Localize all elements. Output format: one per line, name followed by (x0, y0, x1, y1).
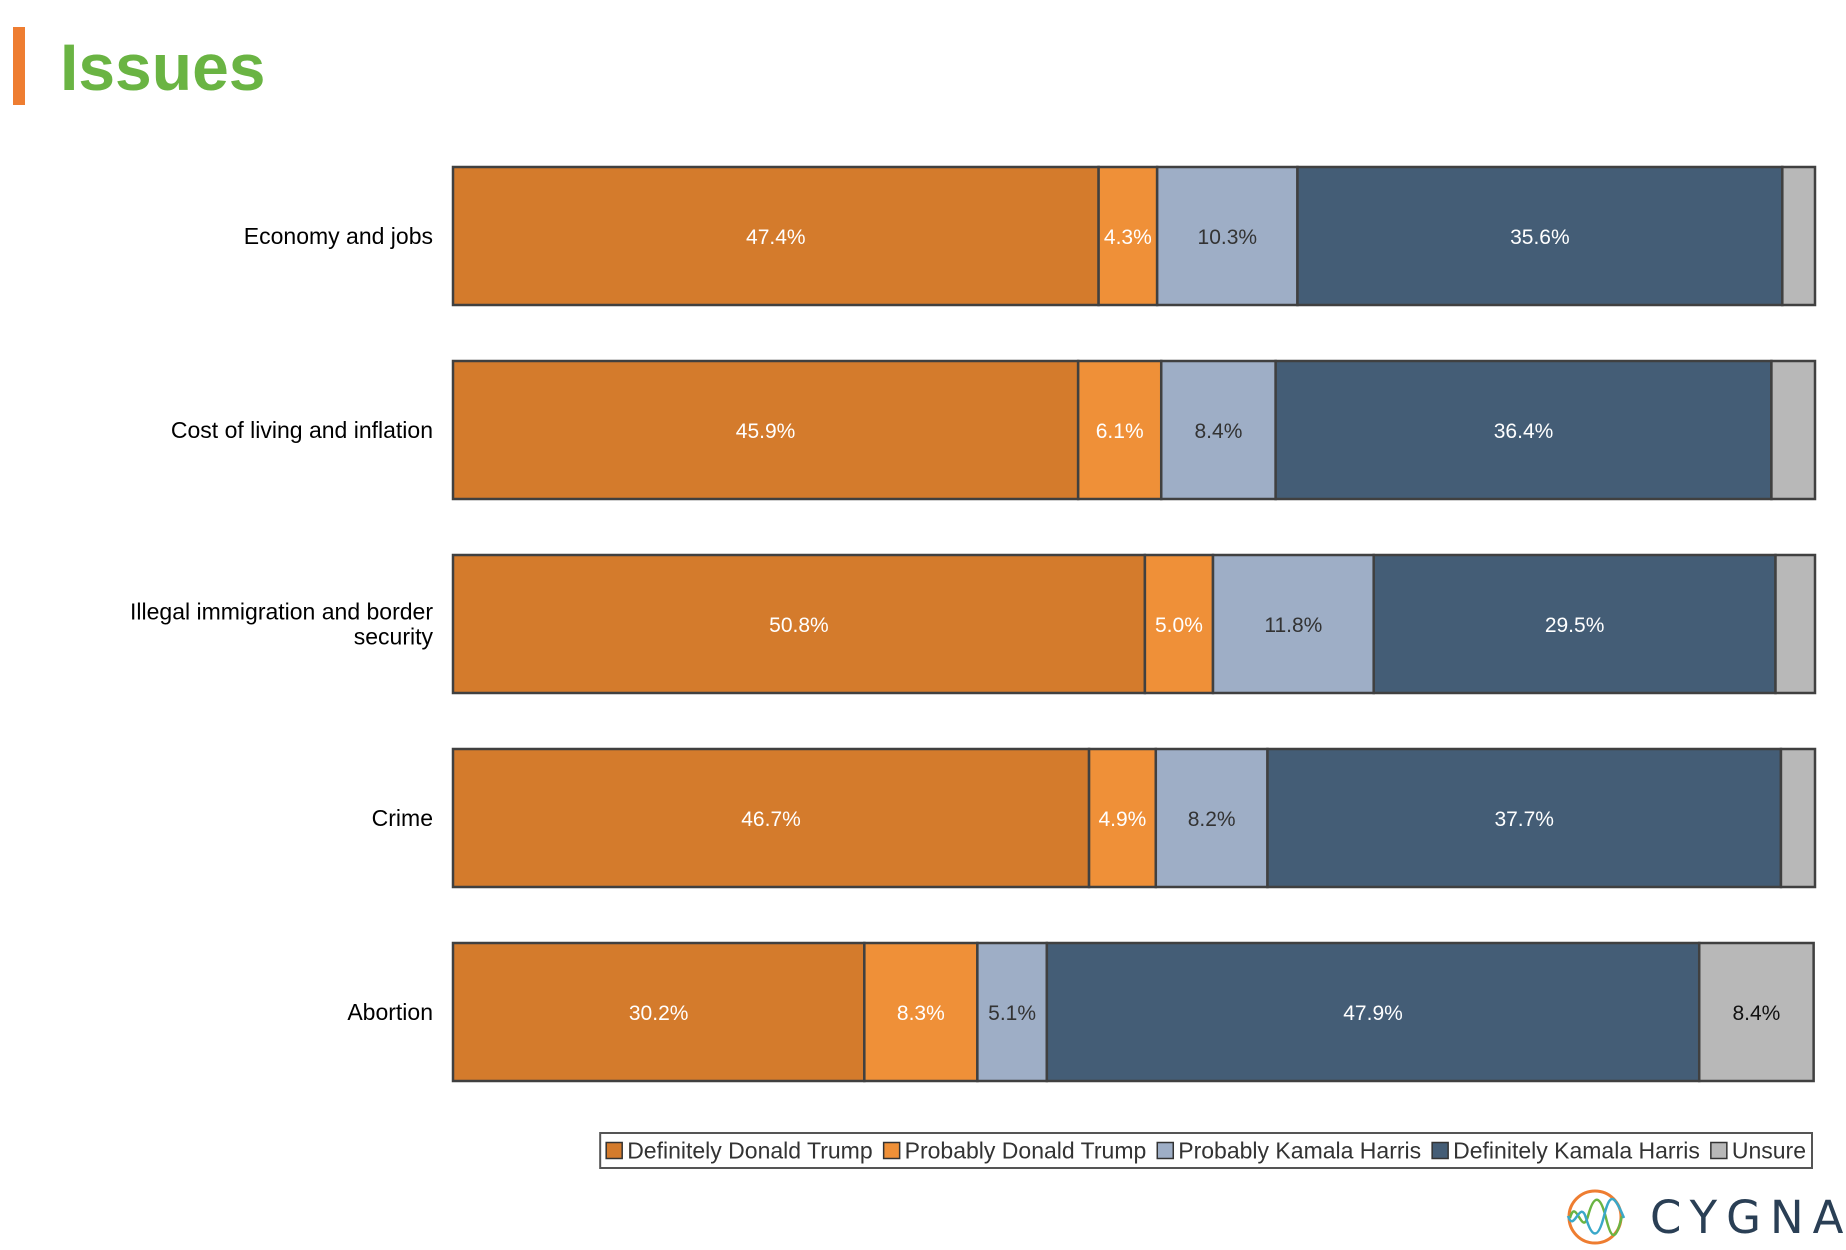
category-label: Illegal immigration and border security (130, 599, 433, 650)
category-label: Crime (372, 805, 433, 831)
bar-segment-crime-1 (1087, 747, 1158, 889)
data-label: 6.1% (1096, 420, 1144, 443)
data-label: 45.9% (736, 420, 796, 443)
data-label: 29.5% (1545, 614, 1605, 637)
bar-segment-economy-and-jobs-4 (1781, 165, 1817, 307)
category-label: Abortion (347, 999, 433, 1025)
cygnal-wave-icon (1566, 1189, 1626, 1245)
bar-segment-economy-and-jobs-3 (1296, 165, 1784, 307)
category-label: Economy and jobs (244, 223, 433, 249)
title-accent-bar (13, 27, 25, 105)
bar-segment-economy-and-jobs-2 (1155, 165, 1299, 307)
legend-swatch (1431, 1141, 1449, 1160)
bar-segment-abortion-0 (451, 941, 866, 1083)
data-label: 4.3% (1104, 226, 1152, 249)
bar-segment-illegal-immigration-and-border-security-3 (1372, 553, 1777, 695)
legend-swatch (605, 1141, 623, 1160)
data-label: 50.8% (769, 614, 829, 637)
legend-label: Unsure (1732, 1138, 1806, 1164)
data-label: 4.9% (1098, 808, 1146, 831)
bar-segment-cost-of-living-and-inflation-0 (451, 359, 1080, 501)
data-label: 47.4% (746, 226, 806, 249)
bar-segment-cost-of-living-and-inflation-3 (1274, 359, 1773, 501)
bar-segment-crime-4 (1779, 747, 1817, 889)
data-label: 10.3% (1198, 226, 1258, 249)
data-label: 8.4% (1732, 1002, 1780, 1025)
bar-segment-economy-and-jobs-0 (451, 165, 1100, 307)
data-label: 8.4% (1195, 420, 1243, 443)
data-label: 36.4% (1494, 420, 1554, 443)
bar-segment-illegal-immigration-and-border-security-2 (1211, 553, 1375, 695)
bar-segment-cost-of-living-and-inflation-1 (1076, 359, 1163, 501)
bar-segment-abortion-1 (863, 941, 979, 1083)
data-label: 8.2% (1188, 808, 1236, 831)
category-label-line: security (354, 624, 434, 650)
data-label: 35.6% (1510, 226, 1570, 249)
legend-swatch (1156, 1141, 1175, 1160)
legend-label: Probably Donald Trump (905, 1138, 1147, 1164)
bar-segment-abortion-3 (1045, 941, 1701, 1083)
bar-segment-illegal-immigration-and-border-security-0 (451, 553, 1147, 695)
data-label: 5.0% (1155, 614, 1203, 637)
bar-segment-abortion-4 (1697, 941, 1815, 1083)
bar-segment-illegal-immigration-and-border-security-4 (1774, 553, 1817, 695)
data-label: 37.7% (1494, 808, 1554, 831)
data-label: 5.1% (988, 1002, 1036, 1025)
data-label: 8.3% (897, 1002, 945, 1025)
data-label: 11.8% (1264, 614, 1322, 637)
legend-label: Probably Kamala Harris (1178, 1138, 1421, 1164)
data-label: 30.2% (629, 1002, 689, 1025)
legend-box (599, 1132, 1813, 1169)
category-label-line: Illegal immigration and border (130, 599, 433, 625)
legend-swatch (1710, 1141, 1728, 1160)
category-label: Cost of living and inflation (171, 417, 433, 443)
data-label: 46.7% (741, 808, 801, 831)
bar-segment-cost-of-living-and-inflation-2 (1159, 359, 1277, 501)
bar-segment-crime-3 (1266, 747, 1783, 889)
bar-segment-cost-of-living-and-inflation-4 (1770, 359, 1817, 501)
brand-logo: CYGNAL (1564, 1182, 1846, 1250)
data-label: 47.9% (1343, 1002, 1403, 1025)
bar-segment-illegal-immigration-and-border-security-1 (1143, 553, 1215, 695)
legend-swatch (882, 1141, 901, 1160)
page-title: Issues (60, 30, 266, 104)
legend-label: Definitely Kamala Harris (1453, 1138, 1700, 1164)
brand-name: CYGNAL (1650, 1191, 1846, 1244)
bar-segment-abortion-2 (976, 941, 1049, 1083)
legend-label: Definitely Donald Trump (627, 1138, 872, 1164)
